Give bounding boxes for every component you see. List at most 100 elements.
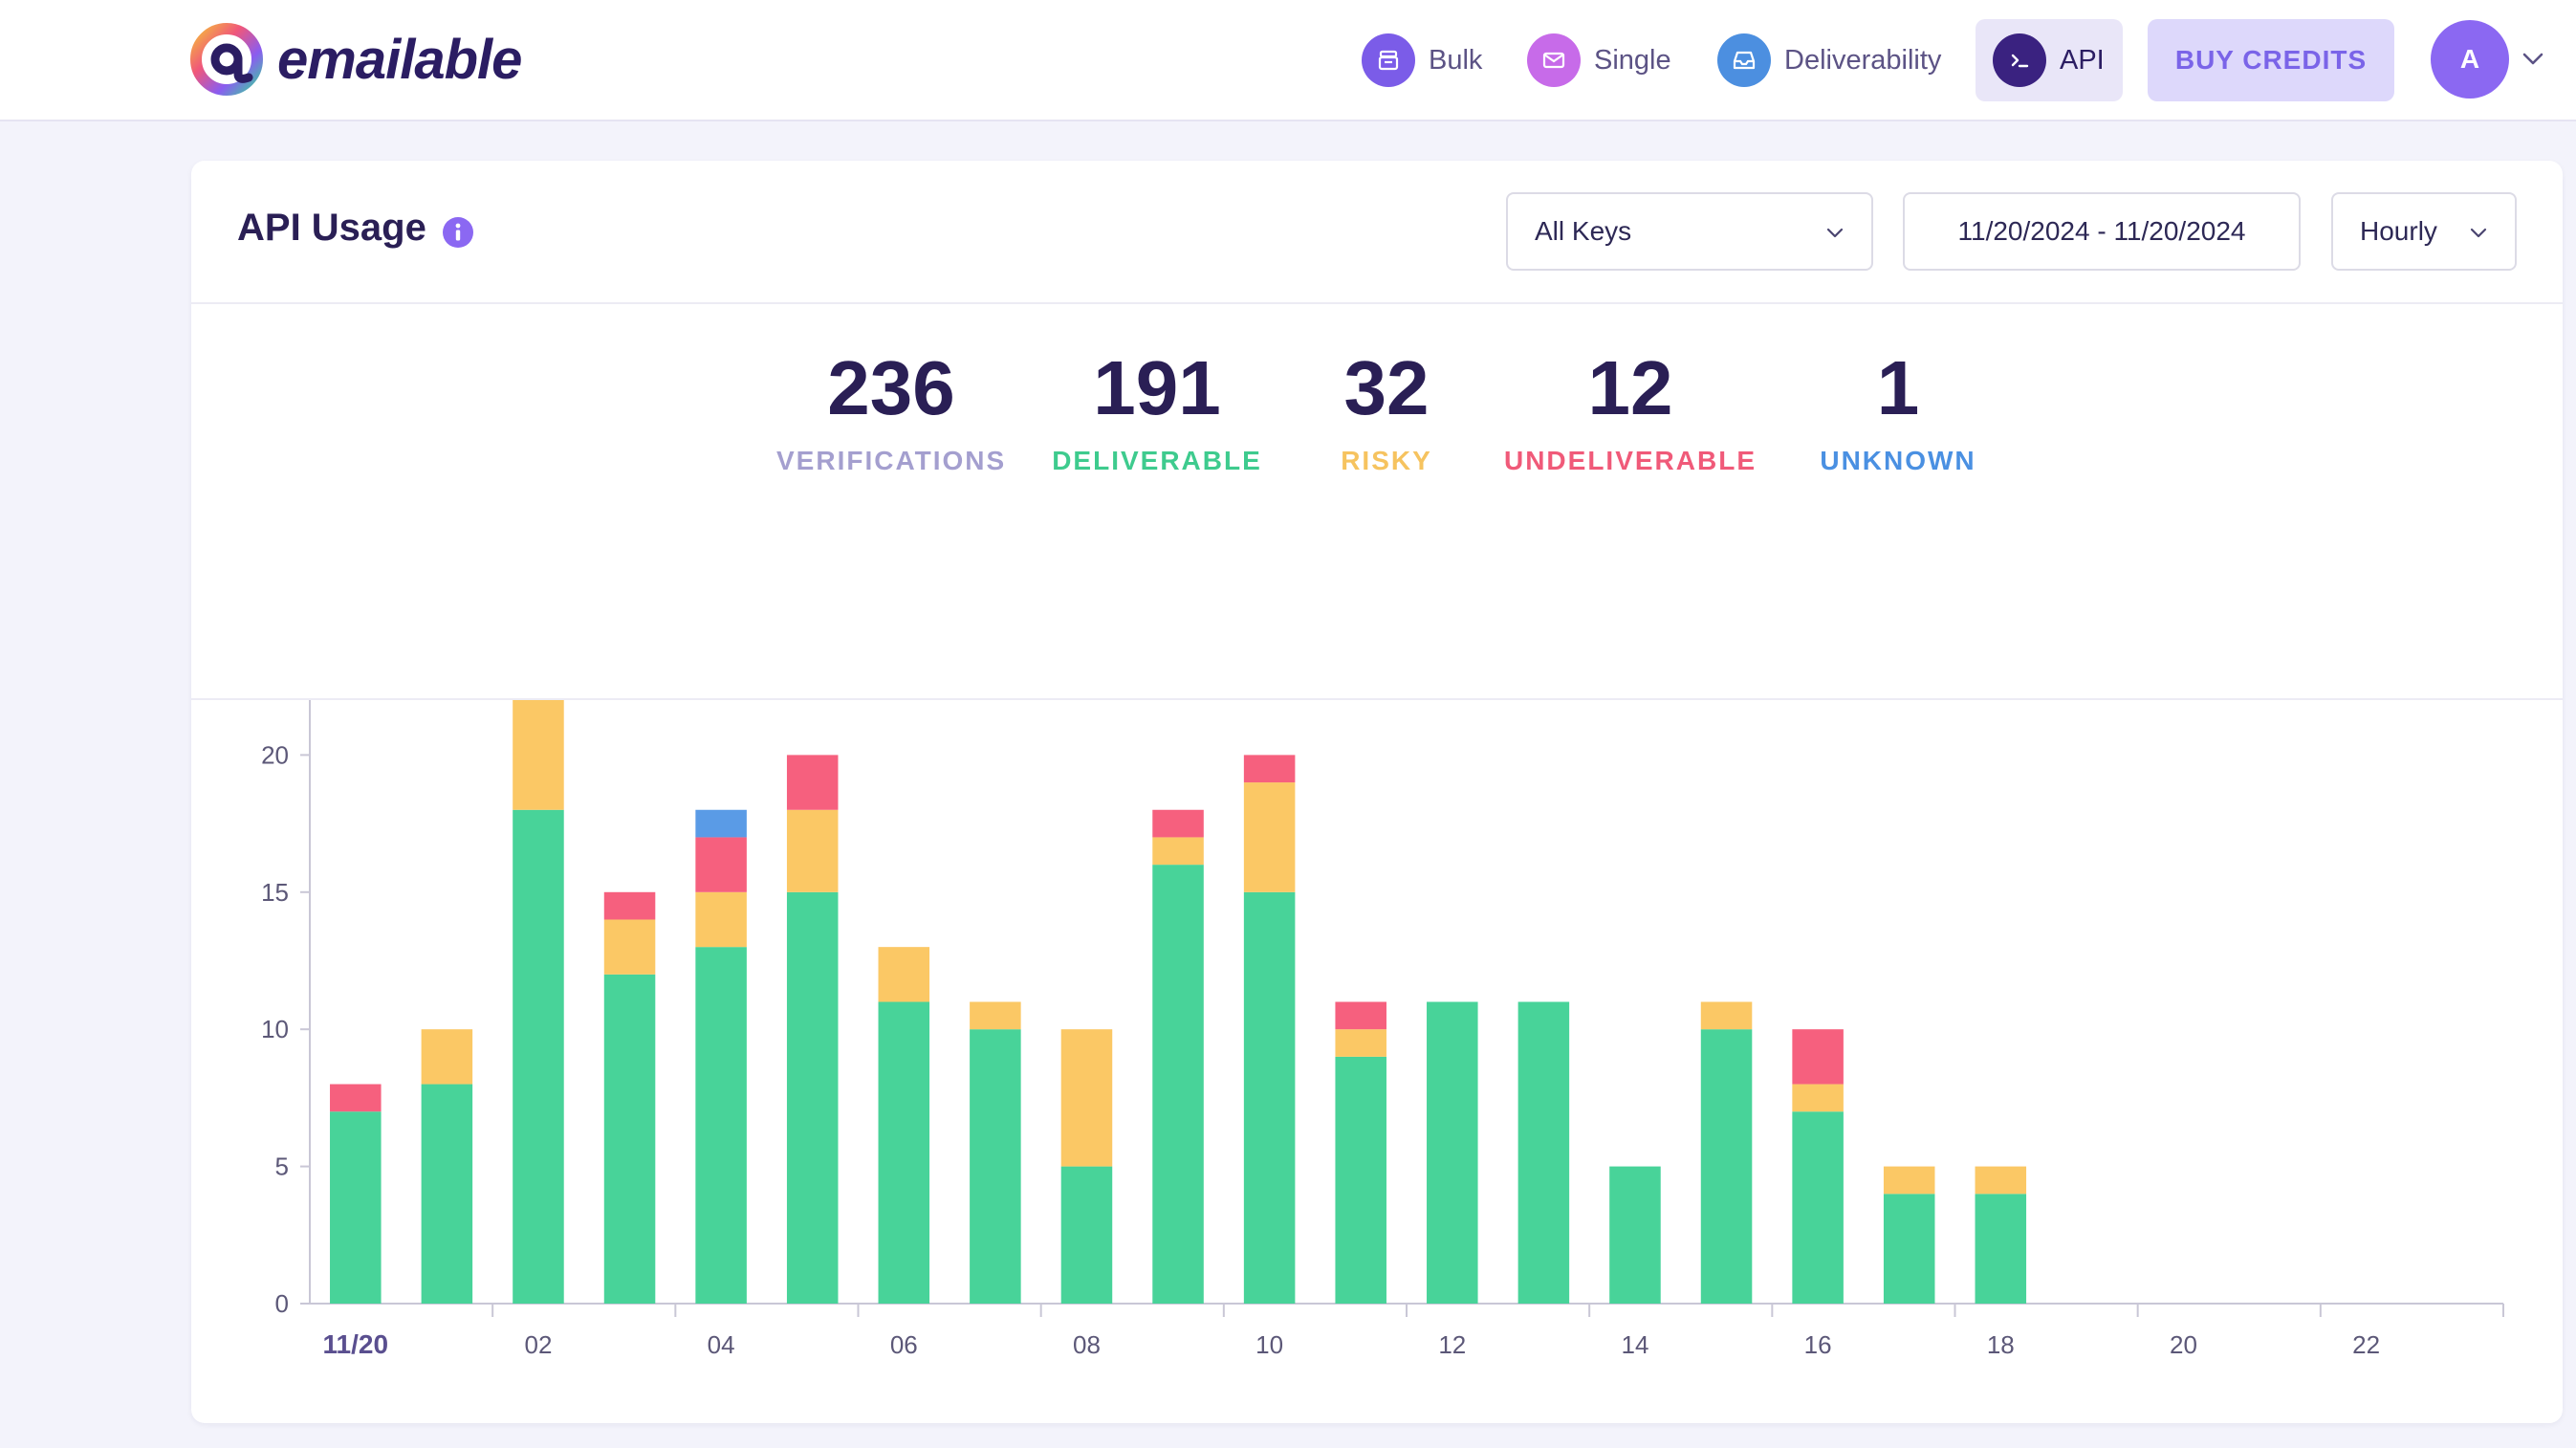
bar-segment-risky [1335, 1029, 1386, 1057]
page-title: API Usage [237, 207, 426, 249]
interval-select-value: Hourly [2360, 216, 2437, 246]
stat-undeliverable: 12 UNDELIVERABLE [1501, 342, 1759, 476]
bar-segment-deliverable [1335, 1056, 1386, 1304]
bar-segment-undeliverable [1792, 1029, 1844, 1085]
x-tick-label: 08 [1073, 1330, 1101, 1359]
stat-label: UNDELIVERABLE [1503, 446, 1757, 475]
bar-segment-risky [878, 947, 930, 1002]
nav-api[interactable]: API [1976, 19, 2123, 101]
x-tick-label: 11/20 [323, 1329, 389, 1359]
stat-risky: 32 RISKY [1320, 342, 1453, 476]
x-tick-label: 18 [1987, 1330, 2015, 1359]
y-tick-label: 10 [261, 1015, 289, 1043]
x-tick-label: 22 [2352, 1330, 2380, 1359]
stat-value: 236 [827, 345, 955, 430]
stat-verifications: 236 VERIFICATIONS [776, 342, 1006, 476]
info-icon[interactable] [442, 216, 474, 249]
bar-segment-risky [1060, 1029, 1113, 1167]
stat-label: UNKNOWN [1820, 446, 1976, 475]
x-tick-label: 14 [1621, 1330, 1648, 1359]
stats-summary: 236 VERIFICATIONS 191 DELIVERABLE 32 RIS… [191, 304, 2563, 700]
nav-single[interactable]: Single [1527, 19, 1671, 101]
bar-segment-deliverable [1243, 891, 1296, 1304]
bar-segment-deliverable [786, 891, 839, 1304]
api-key-select[interactable]: All Keys [1506, 192, 1873, 271]
x-tick-label: 12 [1438, 1330, 1466, 1359]
bar-segment-undeliverable [786, 755, 839, 810]
nav-deliverability[interactable]: Deliverability [1717, 19, 1941, 101]
bar-segment-deliverable [1700, 1029, 1753, 1304]
bar-segment-undeliverable [330, 1084, 382, 1112]
bar-segment-deliverable [330, 1111, 382, 1304]
y-tick-label: 0 [275, 1289, 289, 1318]
stat-label: VERIFICATIONS [776, 446, 1007, 475]
card-header: API Usage All Keys 11/20/2024 - 11/20/20… [191, 161, 2563, 304]
emailable-logo-icon [190, 23, 263, 96]
date-range-value: 11/20/2024 - 11/20/2024 [1957, 216, 2246, 246]
nav-deliverability-label: Deliverability [1784, 44, 1942, 76]
y-tick-label: 15 [261, 878, 289, 907]
bar-segment-risky [421, 1029, 473, 1085]
bar-segment-deliverable [1517, 1001, 1570, 1304]
bar-segment-deliverable [603, 974, 656, 1304]
bar-segment-risky [1792, 1084, 1844, 1112]
bar-segment-risky [786, 809, 839, 892]
stat-value: 12 [1587, 345, 1673, 430]
x-tick-label: 10 [1255, 1330, 1283, 1359]
chevron-down-icon[interactable] [2519, 44, 2547, 73]
bar-segment-deliverable [421, 1084, 473, 1304]
chevron-down-icon [1826, 228, 1844, 238]
stat-unknown: 1 UNKNOWN [1807, 342, 1989, 476]
bar-segment-deliverable [1427, 1001, 1478, 1304]
x-tick-label: 04 [708, 1330, 735, 1359]
nav-bulk[interactable]: Bulk [1362, 19, 1482, 101]
bar-segment-risky [970, 1001, 1021, 1030]
stat-value: 1 [1876, 345, 1920, 430]
stat-value: 191 [1093, 345, 1221, 430]
bar-segment-deliverable [970, 1029, 1021, 1304]
avatar[interactable]: A [2431, 20, 2509, 99]
bar-segment-deliverable [1975, 1194, 2027, 1304]
api-usage-card: API Usage All Keys 11/20/2024 - 11/20/20… [191, 161, 2563, 1423]
bar-segment-deliverable [878, 1001, 930, 1304]
bar-segment-deliverable [695, 947, 747, 1304]
bar-segment-deliverable [1883, 1194, 1935, 1304]
bar-segment-undeliverable [603, 891, 656, 920]
inbox-icon [1717, 33, 1771, 87]
nav-bulk-label: Bulk [1429, 44, 1483, 76]
brand-logo[interactable]: emailable [187, 21, 522, 98]
y-tick-label: 5 [275, 1152, 289, 1181]
x-tick-label: 16 [1804, 1330, 1832, 1359]
bar-segment-undeliverable [1152, 809, 1204, 838]
bar-segment-risky [1975, 1166, 2027, 1195]
bar-segment-deliverable [1792, 1111, 1844, 1304]
bar-segment-risky [513, 700, 564, 810]
bar-segment-unknown [695, 809, 747, 838]
bar-segment-undeliverable [1243, 755, 1296, 783]
stat-label: RISKY [1341, 446, 1432, 475]
chevron-down-icon [2470, 228, 2487, 238]
terminal-icon [1993, 33, 2046, 87]
bar-segment-risky [695, 891, 747, 948]
buy-credits-button[interactable]: BUY CREDITS [2148, 19, 2394, 101]
stat-deliverable: 191 DELIVERABLE [1052, 342, 1262, 476]
nav-api-label: API [2060, 44, 2105, 76]
top-navigation: emailable Bulk Single Deliverability API… [0, 0, 2576, 121]
bar-segment-undeliverable [1335, 1001, 1386, 1030]
nav-single-label: Single [1594, 44, 1671, 76]
bar-segment-deliverable [1609, 1166, 1661, 1304]
x-tick-label: 06 [890, 1330, 918, 1359]
bar-segment-deliverable [513, 809, 564, 1304]
x-tick-label: 02 [524, 1330, 552, 1359]
bar-segment-deliverable [1060, 1166, 1113, 1304]
bar-segment-risky [1243, 782, 1296, 892]
date-range-picker[interactable]: 11/20/2024 - 11/20/2024 [1903, 192, 2301, 271]
y-tick-label: 20 [261, 740, 289, 769]
brand-name: emailable [277, 28, 522, 91]
interval-select[interactable]: Hourly [2331, 192, 2517, 271]
bar-segment-deliverable [1152, 865, 1204, 1304]
stat-value: 32 [1343, 345, 1430, 430]
bar-segment-risky [1883, 1166, 1935, 1195]
bar-segment-risky [1152, 837, 1204, 866]
